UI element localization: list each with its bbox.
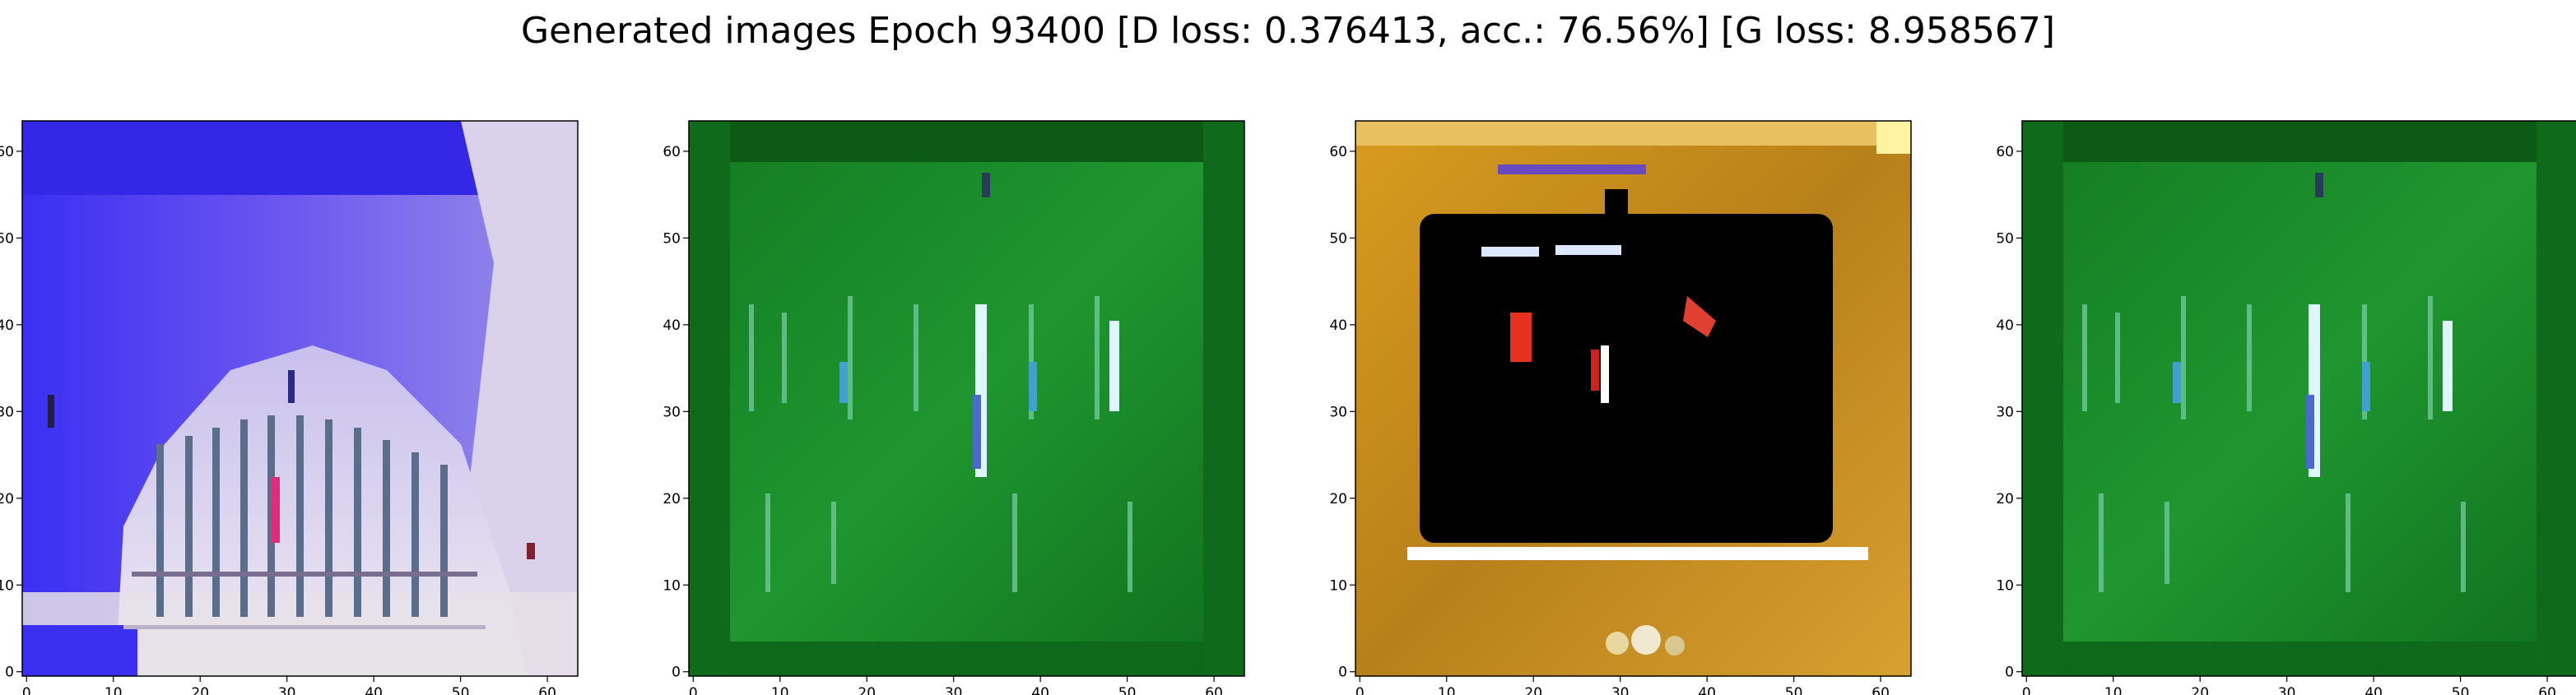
y-tick-label: 40 xyxy=(1996,317,2014,334)
image-plot-4: 0 10 20 30 40 50 60 0 10 20 30 40 50 60 xyxy=(1996,120,2576,695)
x-tick-label: 10 xyxy=(1438,685,1456,695)
x-tick-label: 60 xyxy=(1872,685,1890,695)
image-plot-2: 0 10 20 30 40 50 60 0 10 20 30 40 50 60 xyxy=(663,120,1245,695)
y-tick-label: 40 xyxy=(663,317,681,334)
x-tick-label: 60 xyxy=(1205,685,1223,695)
x-tick-label: 0 xyxy=(2022,685,2031,695)
x-tick-label: 40 xyxy=(1031,685,1049,695)
y-tick-label: 20 xyxy=(1329,491,1347,507)
x-tick-label: 0 xyxy=(689,685,698,695)
y-ticks-2: 0 10 20 30 40 50 60 xyxy=(663,144,689,681)
y-tick-label: 20 xyxy=(1996,491,2014,507)
y-tick-label: 10 xyxy=(1329,577,1347,594)
x-ticks-3: 0 10 20 30 40 50 60 xyxy=(1355,676,1890,695)
image-panel-2: 0 10 20 30 40 50 60 0 10 20 30 40 50 60 xyxy=(663,99,1259,695)
y-tick-label: 0 xyxy=(672,665,681,681)
y-tick-label: 60 xyxy=(1329,144,1347,160)
x-tick-label: 50 xyxy=(1118,685,1137,695)
x-tick-label: 20 xyxy=(858,685,876,695)
y-tick-label: 30 xyxy=(663,404,681,420)
generated-image-4 xyxy=(2022,121,2576,676)
x-tick-label: 60 xyxy=(538,685,556,695)
y-tick-label: 50 xyxy=(0,230,14,247)
y-tick-label: 10 xyxy=(663,577,681,594)
x-tick-label: 50 xyxy=(1785,685,1803,695)
x-tick-label: 20 xyxy=(1524,685,1542,695)
x-tick-label: 20 xyxy=(2191,685,2209,695)
image-panel-1: 0 10 20 30 40 50 60 0 10 20 30 40 50 60 xyxy=(0,99,593,695)
x-tick-label: 50 xyxy=(452,685,470,695)
image-panel-4: 0 10 20 30 40 50 60 0 10 20 30 40 50 60 xyxy=(1996,99,2576,695)
x-tick-label: 60 xyxy=(2538,685,2556,695)
x-tick-label: 40 xyxy=(1698,685,1716,695)
y-tick-label: 10 xyxy=(0,577,14,594)
figure-title: Generated images Epoch 93400 [D loss: 0.… xyxy=(520,10,2056,52)
y-tick-label: 60 xyxy=(1996,144,2014,160)
y-tick-label: 40 xyxy=(1329,317,1347,334)
x-tick-label: 30 xyxy=(278,685,296,695)
y-tick-label: 30 xyxy=(1996,404,2014,420)
x-tick-label: 40 xyxy=(2364,685,2383,695)
y-tick-label: 0 xyxy=(2005,665,2014,681)
x-tick-label: 30 xyxy=(2278,685,2296,695)
y-ticks-3: 0 10 20 30 40 50 60 xyxy=(1329,144,1355,681)
x-tick-label: 30 xyxy=(945,685,963,695)
y-tick-label: 40 xyxy=(0,317,14,334)
x-tick-label: 10 xyxy=(771,685,789,695)
y-tick-label: 20 xyxy=(663,491,681,507)
y-tick-label: 50 xyxy=(1329,230,1347,247)
x-tick-label: 30 xyxy=(1611,685,1630,695)
x-tick-label: 10 xyxy=(2104,685,2123,695)
x-tick-label: 0 xyxy=(1355,685,1365,695)
y-ticks-1: 0 10 20 30 40 50 60 xyxy=(0,144,22,681)
generated-image-2 xyxy=(689,121,1244,676)
x-tick-label: 10 xyxy=(105,685,123,695)
y-tick-label: 30 xyxy=(0,404,14,420)
generated-image-3 xyxy=(1355,121,1911,676)
x-ticks-2: 0 10 20 30 40 50 60 xyxy=(689,676,1223,695)
generated-image-1 xyxy=(22,121,578,676)
x-ticks-1: 0 10 20 30 40 50 60 xyxy=(22,676,556,695)
image-plot-1: 0 10 20 30 40 50 60 0 10 20 30 40 50 60 xyxy=(0,120,579,695)
y-tick-label: 0 xyxy=(5,665,14,681)
y-tick-label: 30 xyxy=(1329,404,1347,420)
image-panel-3: 0 10 20 30 40 50 60 0 10 20 30 40 50 60 xyxy=(1329,99,1926,695)
y-tick-label: 60 xyxy=(663,144,681,160)
y-ticks-4: 0 10 20 30 40 50 60 xyxy=(1996,144,2022,681)
x-ticks-4: 0 10 20 30 40 50 60 xyxy=(2022,676,2556,695)
y-tick-label: 10 xyxy=(1996,577,2014,594)
x-tick-label: 20 xyxy=(191,685,209,695)
y-tick-label: 60 xyxy=(0,144,14,160)
y-tick-label: 50 xyxy=(1996,230,2014,247)
y-tick-label: 50 xyxy=(663,230,681,247)
y-tick-label: 0 xyxy=(1338,665,1347,681)
x-tick-label: 0 xyxy=(22,685,31,695)
image-plot-3: 0 10 20 30 40 50 60 0 10 20 30 40 50 60 xyxy=(1329,120,1912,695)
x-tick-label: 50 xyxy=(2452,685,2470,695)
y-tick-label: 20 xyxy=(0,491,14,507)
x-tick-label: 40 xyxy=(365,685,383,695)
